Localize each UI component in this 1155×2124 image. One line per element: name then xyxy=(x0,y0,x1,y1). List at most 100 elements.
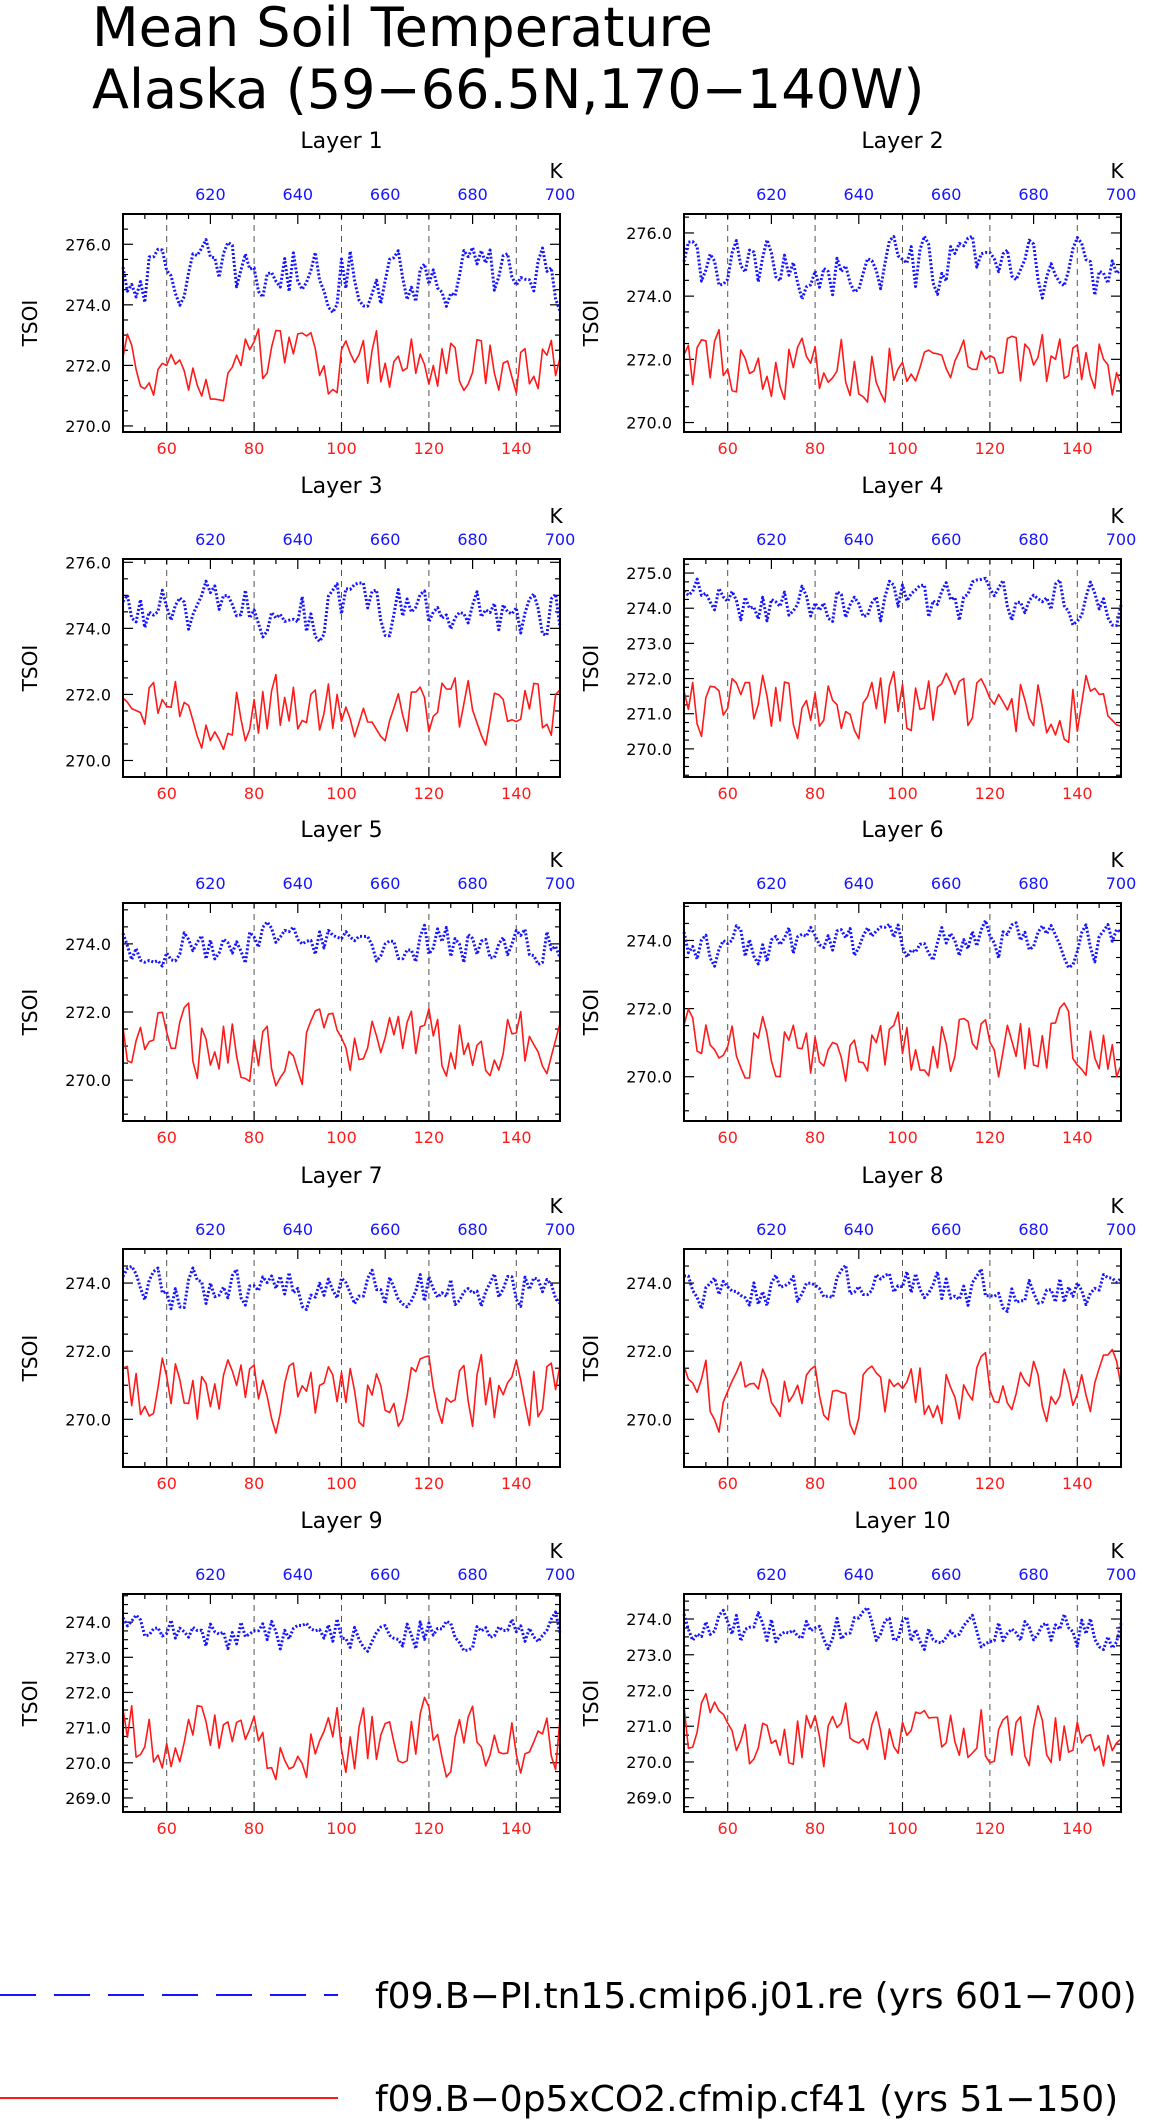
panel-grid: Layer 1 TSOI K 60 80 100 120 140 620 640 660 680 700… xyxy=(18,129,1136,1838)
x-tick-label: 80 xyxy=(805,1474,825,1493)
y-tick-label: 272.0 xyxy=(626,1342,672,1361)
legend-label-series-b: f09.B−0p5xCO2.cfmip.cf41 (yrs 51−150) xyxy=(375,2079,1118,2119)
panel-title: Layer 4 xyxy=(861,474,943,499)
y-tick-label: 269.0 xyxy=(65,1789,111,1808)
x-tick-label: 80 xyxy=(244,784,264,803)
x2-tick-label: 680 xyxy=(457,530,488,549)
panel-title: Layer 5 xyxy=(300,818,382,843)
y-tick-label: 274.0 xyxy=(626,287,672,306)
series-line-0p5xco2 xyxy=(683,1002,1122,1082)
y-tick-label: 270.0 xyxy=(65,1754,111,1773)
x2-tick-label: 620 xyxy=(756,1565,787,1584)
x-tick-label: 100 xyxy=(887,1819,918,1838)
x2-tick-label: 640 xyxy=(283,874,314,893)
panel-3: Layer 3 TSOI K 60 80 100 120 140 620 640 660 680 700… xyxy=(18,474,575,803)
x-tick-label: 100 xyxy=(326,439,357,458)
x-tick-label: 140 xyxy=(1062,784,1093,803)
x-tick-label: 140 xyxy=(501,1474,532,1493)
y-tick-label: 270.0 xyxy=(65,1410,111,1429)
y-tick-label: 276.0 xyxy=(65,553,111,572)
x-tick-label: 100 xyxy=(887,784,918,803)
top-axis-unit: K xyxy=(1110,1539,1124,1563)
x2-tick-label: 620 xyxy=(195,185,226,204)
x-tick-label: 120 xyxy=(975,1819,1006,1838)
x2-tick-label: 640 xyxy=(283,1565,314,1584)
y-tick-label: 272.0 xyxy=(626,1681,672,1700)
y-axis-label: TSOI xyxy=(579,300,603,348)
y-tick-label: 272.0 xyxy=(626,670,672,689)
panel-8: Layer 8 TSOI K 60 80 100 120 140 620 640 660 680 700… xyxy=(579,1164,1136,1493)
x-tick-label: 60 xyxy=(718,784,738,803)
x2-tick-label: 620 xyxy=(756,1220,787,1239)
top-axis-unit: K xyxy=(549,504,563,528)
x-tick-label: 100 xyxy=(326,1474,357,1493)
plot-frame xyxy=(122,213,561,433)
figure-title-line2: Alaska (59−66.5N,170−140W) xyxy=(92,58,924,121)
y-tick-label: 273.0 xyxy=(626,1646,672,1665)
series-line-0p5xco2 xyxy=(122,1353,561,1434)
x-tick-label: 140 xyxy=(1062,439,1093,458)
x-tick-label: 120 xyxy=(414,1474,445,1493)
x-tick-label: 120 xyxy=(975,1474,1006,1493)
y-tick-label: 274.0 xyxy=(65,296,111,315)
x-tick-label: 140 xyxy=(501,784,532,803)
x-tick-label: 120 xyxy=(414,784,445,803)
y-tick-label: 276.0 xyxy=(65,235,111,254)
x-tick-label: 60 xyxy=(157,439,177,458)
x-tick-label: 80 xyxy=(244,1819,264,1838)
panel-5: Layer 5 TSOI K 60 80 100 120 140 620 640 660 680 700… xyxy=(18,818,575,1147)
y-tick-label: 274.0 xyxy=(626,1274,672,1293)
x2-tick-label: 680 xyxy=(457,1220,488,1239)
y-axis-label: TSOI xyxy=(18,989,42,1037)
y-axis-label: TSOI xyxy=(579,645,603,693)
x2-tick-label: 640 xyxy=(283,530,314,549)
x2-tick-label: 620 xyxy=(195,1565,226,1584)
y-tick-label: 274.0 xyxy=(65,619,111,638)
x2-tick-label: 700 xyxy=(1106,185,1137,204)
x2-tick-label: 680 xyxy=(457,1565,488,1584)
x-tick-label: 80 xyxy=(244,1474,264,1493)
y-tick-label: 274.0 xyxy=(626,931,672,950)
y-tick-label: 270.0 xyxy=(626,1068,672,1087)
x2-tick-label: 640 xyxy=(283,185,314,204)
y-tick-label: 270.0 xyxy=(65,1071,111,1090)
y-tick-label: 272.0 xyxy=(65,1003,111,1022)
y-tick-label: 271.0 xyxy=(626,1717,672,1736)
plot-frame xyxy=(122,558,561,778)
x-tick-label: 100 xyxy=(887,439,918,458)
x-tick-label: 120 xyxy=(414,439,445,458)
y-tick-label: 271.0 xyxy=(65,1719,111,1738)
panel-10: Layer 10 TSOI K 60 80 100 120 140 620 640 660 680 70… xyxy=(579,1509,1136,1838)
panel-title: Layer 9 xyxy=(300,1509,382,1534)
x-tick-label: 80 xyxy=(244,1128,264,1147)
x2-tick-label: 700 xyxy=(1106,1565,1137,1584)
x-tick-label: 140 xyxy=(501,439,532,458)
x2-tick-label: 660 xyxy=(931,1565,962,1584)
panel-title: Layer 3 xyxy=(300,474,382,499)
panel-title: Layer 8 xyxy=(861,1164,943,1189)
x2-tick-label: 640 xyxy=(844,1565,875,1584)
y-axis-label: TSOI xyxy=(18,300,42,348)
y-tick-label: 269.0 xyxy=(626,1789,672,1808)
series-line-0p5xco2 xyxy=(683,1348,1122,1436)
top-axis-unit: K xyxy=(549,848,563,872)
plot-frame xyxy=(122,902,561,1122)
panel-title: Layer 1 xyxy=(300,129,382,154)
x2-tick-label: 660 xyxy=(370,185,401,204)
series-line-0p5xco2 xyxy=(122,1696,561,1781)
x2-tick-label: 620 xyxy=(756,874,787,893)
plot-frame xyxy=(683,902,1122,1122)
y-tick-label: 271.0 xyxy=(626,705,672,724)
panel-6: Layer 6 TSOI K 60 80 100 120 140 620 640 660 680 700… xyxy=(579,818,1136,1147)
y-tick-label: 272.0 xyxy=(65,685,111,704)
x2-tick-label: 700 xyxy=(1106,874,1137,893)
y-axis-label: TSOI xyxy=(18,645,42,693)
x-tick-label: 140 xyxy=(1062,1474,1093,1493)
y-tick-label: 276.0 xyxy=(626,224,672,243)
top-axis-unit: K xyxy=(1110,504,1124,528)
y-tick-label: 274.0 xyxy=(626,599,672,618)
x-tick-label: 80 xyxy=(805,439,825,458)
panel-title: Layer 6 xyxy=(861,818,943,843)
x-tick-label: 140 xyxy=(501,1819,532,1838)
